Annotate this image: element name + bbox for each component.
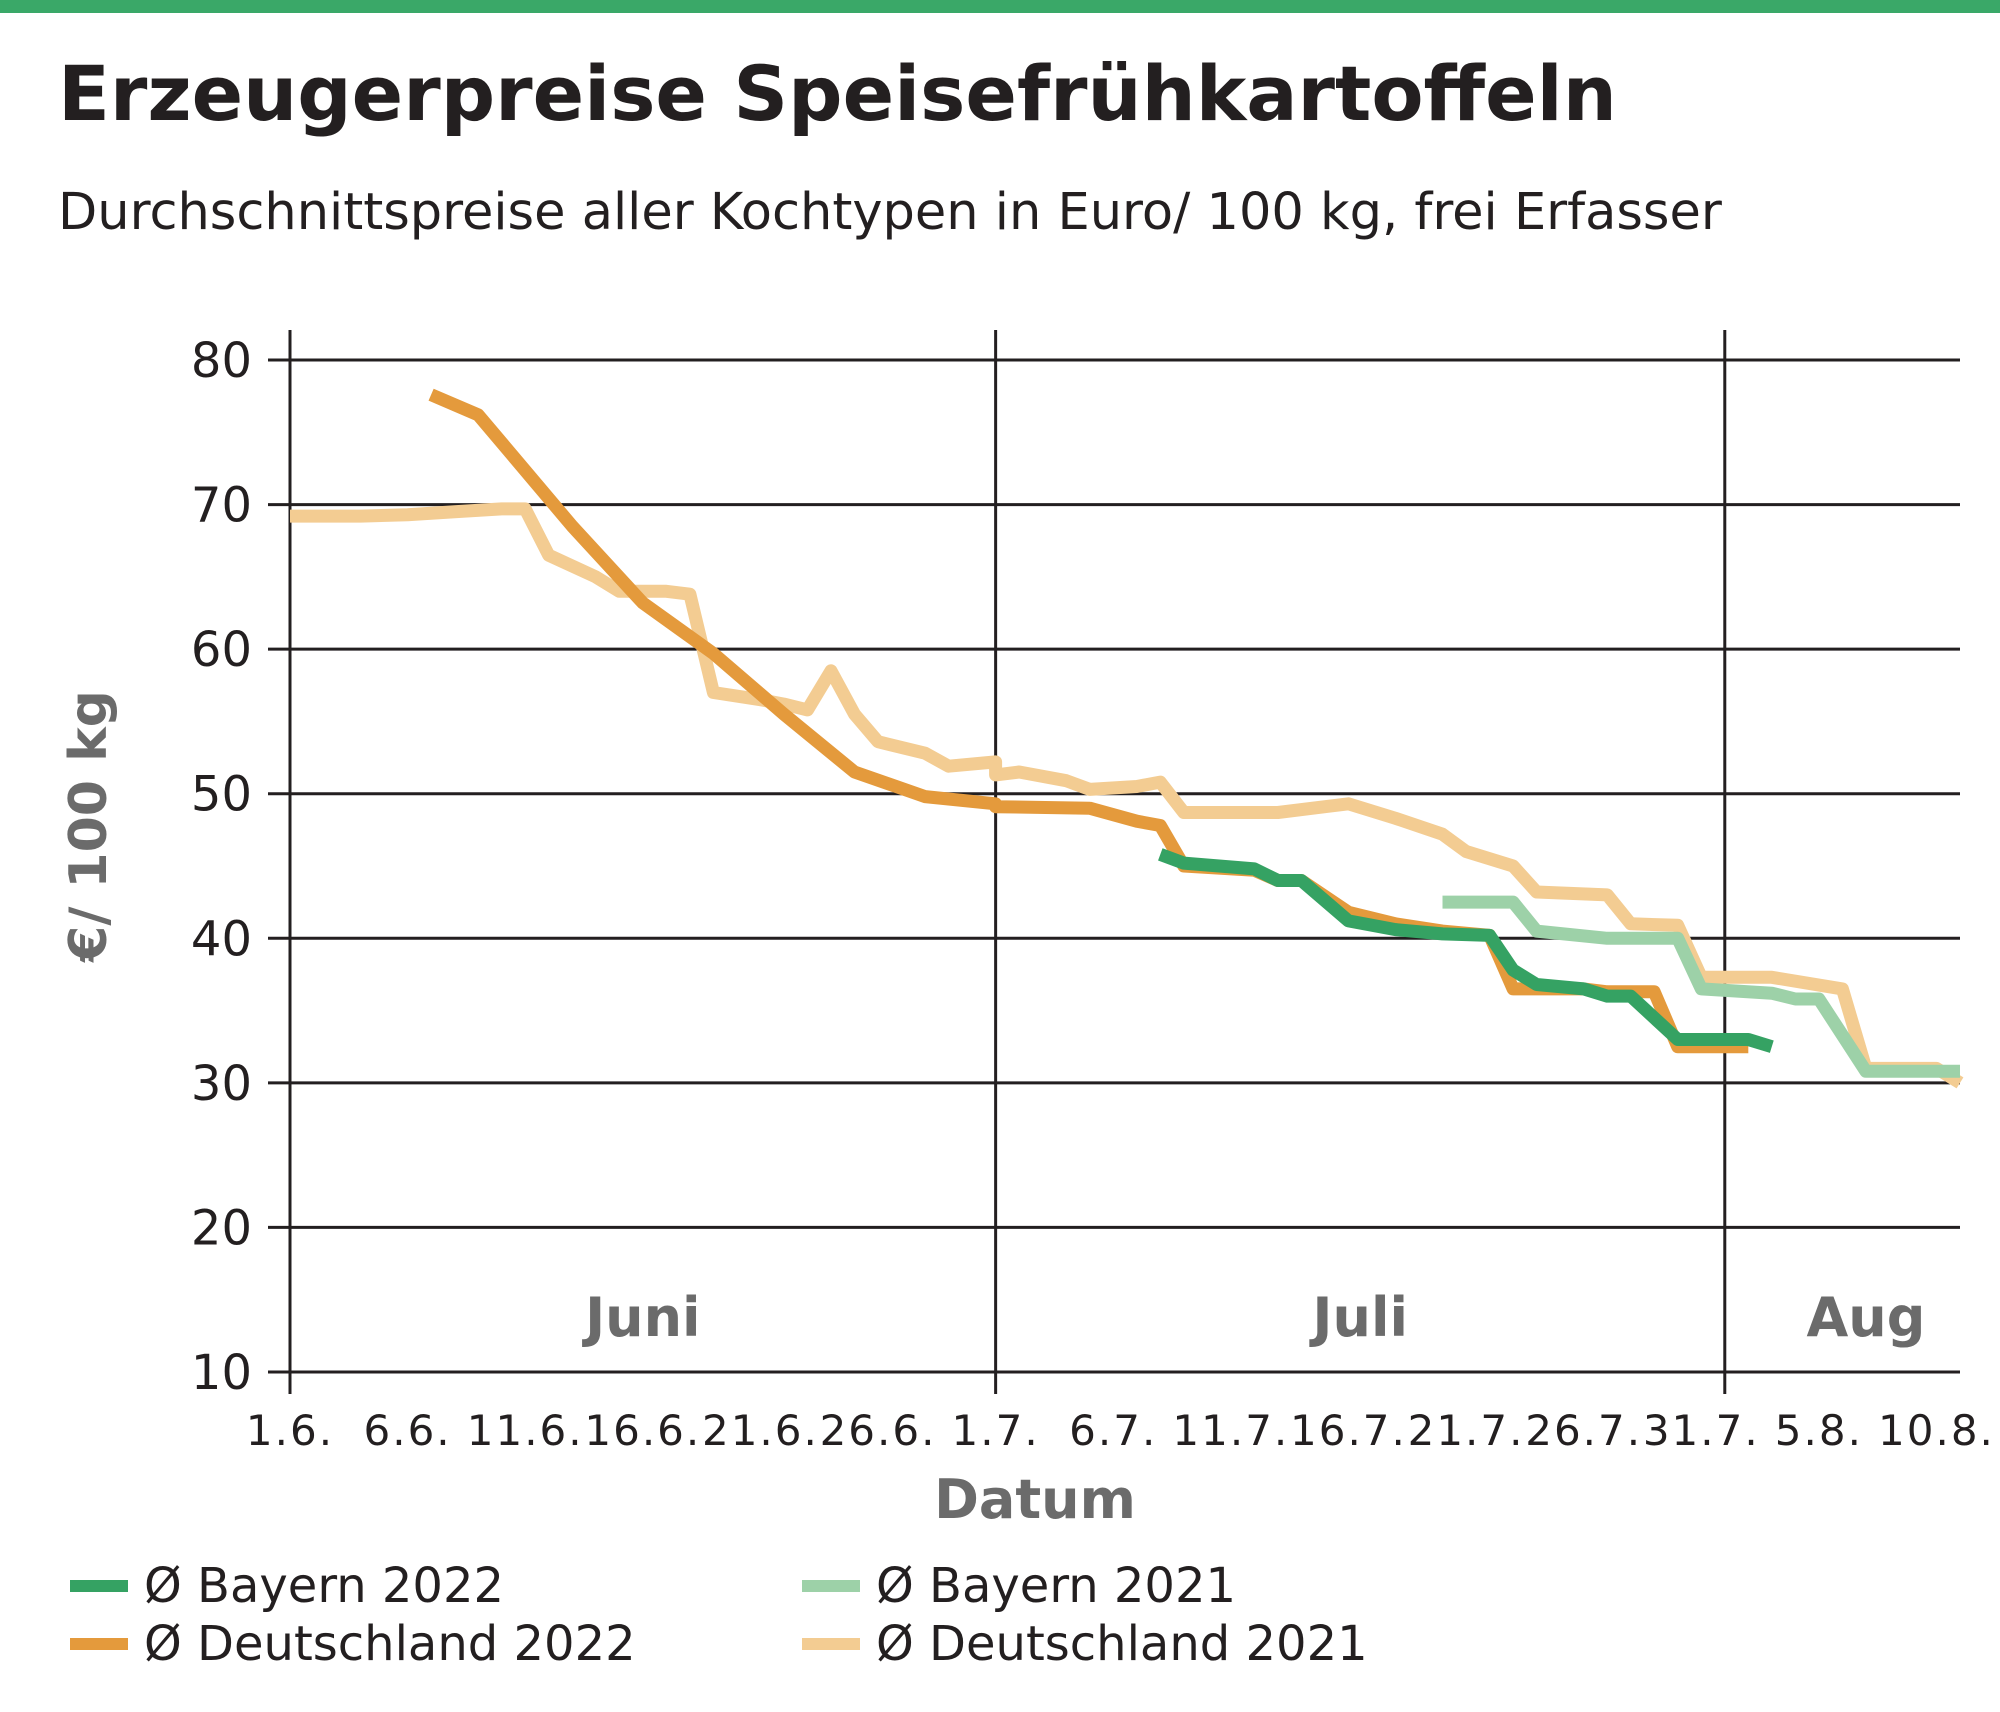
series-line-deutschland-2021 xyxy=(290,502,1964,1089)
x-tick-label-1-7-: 1.7. xyxy=(952,1406,1040,1455)
x-tick-label-6-7-: 6.7. xyxy=(1069,1406,1157,1455)
series-line-bayern-2022 xyxy=(1158,848,1774,1053)
chart-subtitle: Durchschnittspreise aller Kochtypen in E… xyxy=(58,183,1722,242)
y-tick-label-10: 10 xyxy=(191,1345,252,1401)
month-label-juli: Juli xyxy=(1308,1286,1408,1349)
x-tick-label-10-8-: 10.8. xyxy=(1878,1406,1995,1455)
x-tick-label-6-6-: 6.6. xyxy=(364,1406,452,1455)
y-tick-label-30: 30 xyxy=(191,1056,252,1112)
y-tick-label-40: 40 xyxy=(191,911,252,967)
y-tick-label-20: 20 xyxy=(191,1200,252,1256)
x-tick-label-26-6-: 26.6. xyxy=(820,1406,937,1455)
x-axis-label: Datum xyxy=(934,1468,1136,1531)
top-accent-bar xyxy=(0,0,2000,13)
x-tick-label-16-6-: 16.6. xyxy=(584,1406,701,1455)
chart-title: Erzeugerpreise Speisefrühkartoffeln xyxy=(58,49,1617,138)
series-line-bayern-2021 xyxy=(1442,895,1960,1078)
y-axis-label: €/ 100 kg xyxy=(59,690,119,963)
x-tick-label-21-6-: 21.6. xyxy=(702,1406,819,1455)
x-tick-label-26-7-: 26.7. xyxy=(1525,1406,1642,1455)
x-tick-label-16-7-: 16.7. xyxy=(1290,1406,1407,1455)
month-label-aug: Aug xyxy=(1806,1286,1925,1349)
y-tick-label-70: 70 xyxy=(191,478,252,534)
y-tick-label-50: 50 xyxy=(191,767,252,823)
month-label-juni: Juni xyxy=(581,1286,701,1349)
x-tick-label-21-7-: 21.7. xyxy=(1408,1406,1525,1455)
x-tick-label-11-7-: 11.7. xyxy=(1172,1406,1289,1455)
x-tick-label-1-6-: 1.6. xyxy=(246,1406,334,1455)
y-tick-label-60: 60 xyxy=(191,622,252,678)
x-tick-label-11-6-: 11.6. xyxy=(467,1406,584,1455)
x-tick-label-5-8-: 5.8. xyxy=(1775,1406,1863,1455)
series-line-deutschland-2022 xyxy=(428,388,1749,1054)
y-tick-label-80: 80 xyxy=(191,333,252,389)
x-tick-label-31-7-: 31.7. xyxy=(1643,1406,1760,1455)
